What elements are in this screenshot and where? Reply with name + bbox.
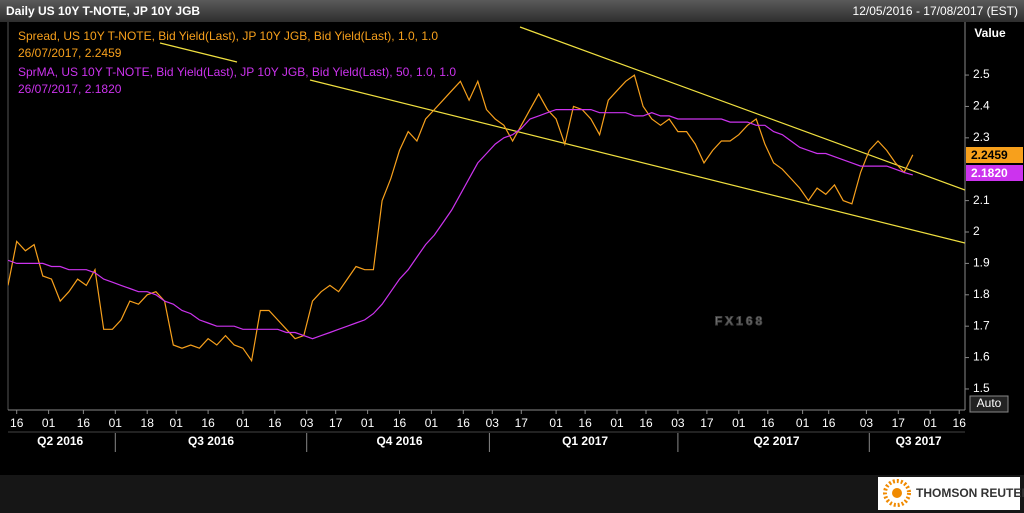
x-tick-label: 17 [700,416,714,430]
x-tick-label: 17 [515,416,529,430]
end-value-label: 2.2459 [971,148,1008,162]
legend-entry: SprMA, US 10Y T-NOTE, Bid Yield(Last), J… [18,65,456,79]
x-tick-label: 16 [953,416,967,430]
x-tick-label: 16 [578,416,592,430]
end-value-box [966,165,1023,181]
legend-entry: Spread, US 10Y T-NOTE, Bid Yield(Last), … [18,29,438,43]
x-tick-label: 16 [393,416,407,430]
quarter-label: Q2 2016 [37,434,83,448]
end-value-label: 2.1820 [971,166,1008,180]
series-line [8,109,913,340]
x-tick-label: 18 [141,416,155,430]
quarter-label: Q1 2017 [562,434,608,448]
x-tick-label: 01 [732,416,746,430]
auto-button-label[interactable]: Auto [977,396,1002,410]
x-tick-label: 01 [610,416,624,430]
x-tick-label: 16 [77,416,91,430]
y-tick-label: 2.3 [973,130,990,144]
x-tick-label: 16 [10,416,24,430]
x-tick-label: 16 [761,416,775,430]
y-tick-label: 1.5 [973,381,990,395]
x-tick-label: 01 [425,416,439,430]
y-tick-label: 2 [973,224,980,238]
x-tick-label: 01 [924,416,938,430]
x-tick-label: 03 [486,416,500,430]
y-tick-label: 1.7 [973,318,990,332]
brand-logo [892,488,902,498]
x-tick-label: 01 [796,416,810,430]
trend-line [309,79,965,244]
x-tick-label: 01 [549,416,563,430]
x-tick-label: 01 [236,416,250,430]
quarter-label: Q2 2017 [753,434,799,448]
x-tick-label: 16 [639,416,653,430]
legend-detail: 26/07/2017, 2.1820 [18,82,122,96]
series-line [8,74,914,363]
y-tick-label: 1.6 [973,350,990,364]
end-value-box [966,147,1023,163]
trend-line [159,42,238,63]
series-group [8,74,914,363]
legend-detail: 26/07/2017, 2.2459 [18,46,122,60]
x-tick-label: 01 [109,416,123,430]
y-tick-label: 2.4 [973,99,990,113]
title: Daily US 10Y T-NOTE, JP 10Y JGB [6,4,200,18]
header-bar [0,0,1024,22]
x-tick-label: 16 [201,416,215,430]
bottom-strip [0,454,1024,475]
x-tick-label: 17 [329,416,343,430]
y-tick-label: 1.9 [973,256,990,270]
trend-line [519,26,965,191]
x-tick-label: 03 [671,416,685,430]
x-tick-label: 16 [457,416,471,430]
y-tick-label: 2.1 [973,193,990,207]
x-tick-label: 01 [170,416,184,430]
x-tick-label: 17 [892,416,906,430]
x-tick-label: 03 [300,416,314,430]
auto-button[interactable] [969,395,1009,413]
trend-lines [159,26,965,244]
quarter-label: Q4 2016 [376,434,422,448]
x-tick-label: 16 [268,416,282,430]
brand-logo [883,479,911,507]
y-tick-label: 1.8 [973,287,990,301]
chart-area [0,22,1024,454]
date-range: 12/05/2016 - 17/08/2017 (EST) [853,4,1018,18]
x-tick-label: 03 [860,416,874,430]
x-tick-label: 16 [822,416,836,430]
brand-name: THOMSON REUTERS [916,486,1024,500]
quarter-label: Q3 2017 [896,434,942,448]
y-tick-label: 2.5 [973,67,990,81]
x-tick-label: 01 [42,416,56,430]
y-axis-label: Value [974,26,1006,40]
watermark: FX168 [715,314,765,328]
quarter-label: Q3 2016 [188,434,234,448]
x-tick-label: 01 [361,416,375,430]
